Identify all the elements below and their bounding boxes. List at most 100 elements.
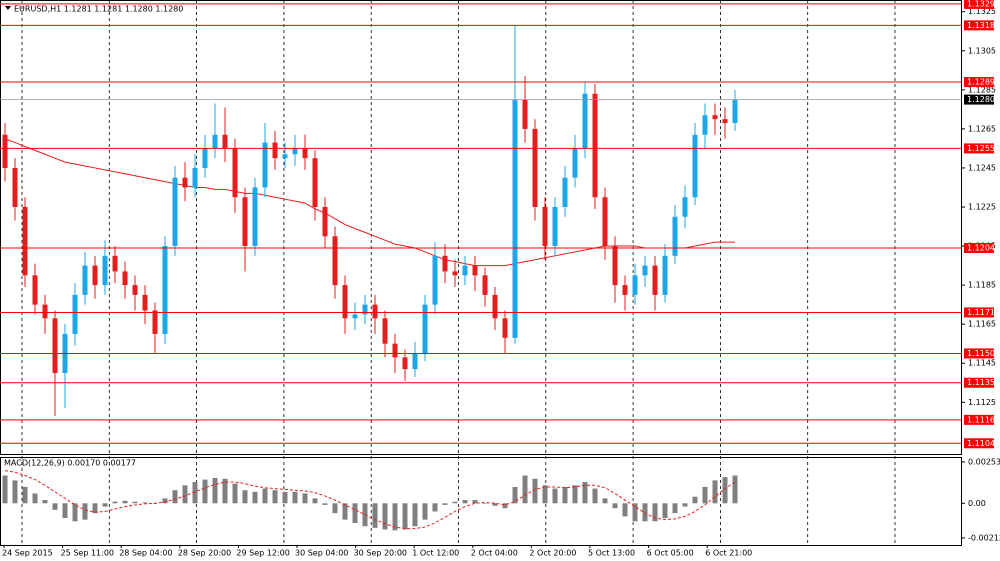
x-tick-label: 30 Sep 04:00 xyxy=(295,549,348,558)
candle-body xyxy=(342,285,348,319)
level-label-box xyxy=(964,307,994,318)
level-label: 1.1289 xyxy=(967,78,995,87)
candle-body xyxy=(592,93,598,198)
candle-body xyxy=(522,99,528,129)
candle-body xyxy=(192,167,198,188)
symbol-menu-icon[interactable] xyxy=(5,6,11,10)
candle-body xyxy=(682,197,688,217)
level-label: 1.1318 xyxy=(967,21,995,30)
x-tick-label: 6 Oct 05:00 xyxy=(647,549,694,558)
level-label: 1.1329 xyxy=(967,0,995,8)
macd-bar xyxy=(202,479,208,504)
level-label-box xyxy=(964,77,994,88)
y-tick-label: 1.1145 xyxy=(968,359,996,368)
candle-body xyxy=(302,148,308,159)
level-label-box xyxy=(964,377,994,388)
level-label: 1.1255 xyxy=(967,144,995,153)
candle-body xyxy=(712,115,718,120)
macd-bar xyxy=(562,486,568,504)
x-tick-label: 29 Sep 12:00 xyxy=(236,549,289,558)
candle-body xyxy=(162,246,168,334)
macd-bar xyxy=(432,503,438,512)
candle-body xyxy=(282,154,288,159)
x-tick-label: 5 Oct 13:00 xyxy=(588,549,635,558)
candle-body xyxy=(92,265,98,286)
macd-bar xyxy=(472,500,478,504)
macd-bar xyxy=(132,501,138,504)
main-panel-border xyxy=(0,0,962,455)
level-label: 1.1135 xyxy=(967,378,995,387)
candle-body xyxy=(82,265,88,295)
candle-body xyxy=(272,142,278,159)
candle-body xyxy=(602,197,608,247)
macd-bar xyxy=(122,500,128,504)
candle-body xyxy=(52,318,58,373)
y-tick-label: 1.1225 xyxy=(968,202,996,211)
macd-bar xyxy=(522,475,528,504)
candle-body xyxy=(102,255,108,286)
level-label: 1.1116 xyxy=(967,415,995,424)
candle-body xyxy=(492,294,498,319)
x-tick-label: 28 Sep 20:00 xyxy=(178,549,231,558)
macd-bar xyxy=(2,475,8,504)
macd-bar xyxy=(22,486,28,504)
candle-body xyxy=(22,206,28,276)
candle-body xyxy=(362,304,368,315)
macd-bar xyxy=(12,480,18,504)
macd-bar xyxy=(342,503,348,520)
level-label-box xyxy=(964,348,994,359)
level-label: 1.1171 xyxy=(967,308,995,317)
level-label-box xyxy=(964,243,994,254)
candle-body xyxy=(462,265,468,276)
candle-body xyxy=(622,285,628,295)
candle-body xyxy=(322,206,328,237)
macd-bar xyxy=(382,503,388,530)
macd-tick-label: 0.00 xyxy=(968,499,986,508)
macd-bar xyxy=(612,503,618,509)
macd-bar xyxy=(242,490,248,504)
macd-bar xyxy=(452,501,458,504)
macd-bar xyxy=(642,503,648,522)
macd-bar xyxy=(372,503,378,528)
macd-bar xyxy=(162,498,168,504)
macd-bar xyxy=(142,502,148,504)
candle-body xyxy=(222,134,228,149)
macd-bar xyxy=(512,486,518,504)
macd-bar xyxy=(42,500,48,504)
macd-panel-border xyxy=(0,457,962,546)
macd-bar xyxy=(112,501,118,504)
level-label-box xyxy=(964,143,994,154)
candle-body xyxy=(732,99,738,124)
chart-title: EURUSD,H1 1.1281 1.1281 1.1280 1.1280 xyxy=(14,5,183,14)
x-tick-label: 28 Sep 04:00 xyxy=(119,549,172,558)
candle-body xyxy=(572,148,578,178)
macd-bar xyxy=(572,485,578,504)
candle-body xyxy=(552,206,558,247)
candle-body xyxy=(692,134,698,198)
candle-body xyxy=(72,294,78,334)
macd-bar xyxy=(622,503,628,517)
moving-average xyxy=(4,138,735,267)
macd-bar xyxy=(72,503,78,522)
candle-body xyxy=(152,310,158,334)
level-label-box xyxy=(964,20,994,31)
level-label: 1.1204 xyxy=(967,244,995,253)
y-tick-label: 1.1245 xyxy=(968,163,996,172)
macd-bar xyxy=(682,503,688,507)
candle-body xyxy=(672,216,678,256)
macd-bar xyxy=(332,503,338,514)
candle-body xyxy=(202,148,208,168)
macd-label: MACD(12,26,9) 0.00170 0.00177 xyxy=(4,459,136,468)
macd-bar xyxy=(312,498,318,504)
current-price-label: 1.1280 xyxy=(967,95,995,104)
level-label-box xyxy=(964,438,994,449)
candle-body xyxy=(652,265,658,295)
candle-body xyxy=(512,99,518,338)
x-tick-label: 25 Sep 11:00 xyxy=(61,549,114,558)
level-label-box xyxy=(964,0,994,9)
candle-body xyxy=(722,119,728,124)
candle-body xyxy=(312,158,318,207)
candle-body xyxy=(292,148,298,155)
